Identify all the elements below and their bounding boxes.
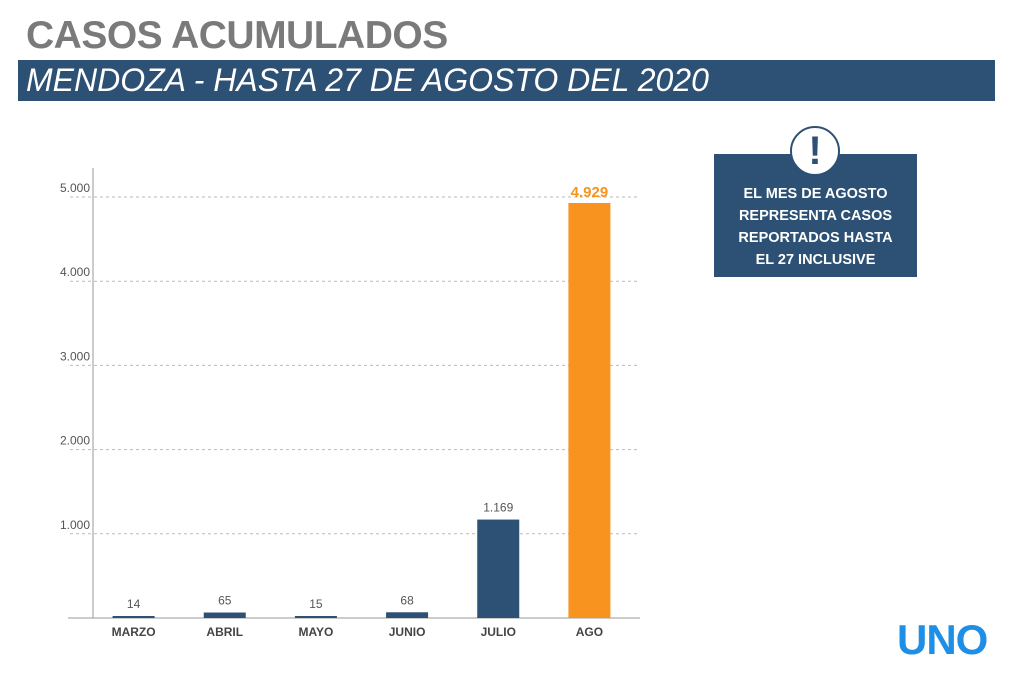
bar <box>477 519 520 618</box>
x-tick-label: ABRIL <box>206 625 243 639</box>
note-line: EL 27 INCLUSIVE <box>755 252 876 268</box>
value-label: 4.929 <box>571 184 609 201</box>
subtitle: MENDOZA - HASTA 27 DE AGOSTO DEL 2020 <box>26 62 709 98</box>
x-tick-label: JULIO <box>481 625 516 639</box>
y-tick-label: 3.000 <box>60 349 90 363</box>
note-line: REPORTADOS HASTA <box>738 230 893 246</box>
value-label: 68 <box>400 593 414 607</box>
y-tick-label: 5.000 <box>60 181 90 195</box>
y-tick-label: 1.000 <box>60 518 90 532</box>
y-tick-label: 4.000 <box>60 265 90 279</box>
x-tick-label: AGO <box>576 625 603 639</box>
bar <box>386 612 429 618</box>
value-label: 65 <box>218 594 232 608</box>
y-tick-label: 2.000 <box>60 434 90 448</box>
page-title: CASOS ACUMULADOS <box>26 14 448 57</box>
value-label: 1.169 <box>483 501 513 515</box>
note-line: REPRESENTA CASOS <box>738 208 893 224</box>
exclamation-icon: ! <box>790 126 840 176</box>
value-label: 14 <box>127 597 141 611</box>
bar <box>568 202 611 618</box>
x-tick-label: MARZO <box>112 625 156 639</box>
uno-logo: UNO <box>897 616 988 663</box>
bar <box>294 616 337 618</box>
value-label: 15 <box>309 597 323 611</box>
note-line: EL MES DE AGOSTO <box>743 186 888 202</box>
subtitle-bar: MENDOZA - HASTA 27 DE AGOSTO DEL 2020 <box>18 60 995 101</box>
x-tick-label: JUNIO <box>389 625 426 639</box>
x-tick-label: MAYO <box>298 625 333 639</box>
bar <box>203 612 246 618</box>
bar <box>112 616 155 618</box>
